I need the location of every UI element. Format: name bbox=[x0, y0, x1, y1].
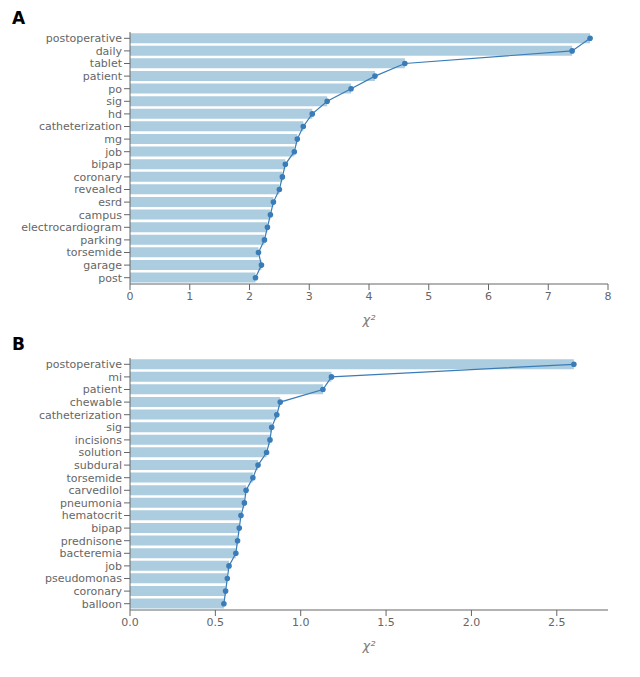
svg-text:7: 7 bbox=[545, 290, 552, 303]
svg-text:torsemide: torsemide bbox=[66, 472, 122, 485]
svg-text:sig: sig bbox=[106, 421, 122, 434]
svg-text:bipap: bipap bbox=[91, 522, 122, 535]
svg-text:hd: hd bbox=[108, 108, 122, 121]
svg-text:mi: mi bbox=[108, 371, 122, 384]
svg-text:job: job bbox=[104, 560, 122, 573]
svg-text:2.5: 2.5 bbox=[548, 616, 566, 629]
svg-text:postoperative: postoperative bbox=[46, 32, 122, 45]
svg-text:esrd: esrd bbox=[98, 196, 122, 209]
svg-text:0.5: 0.5 bbox=[207, 616, 225, 629]
svg-text:tablet: tablet bbox=[90, 57, 123, 70]
svg-text:incisions: incisions bbox=[75, 434, 123, 447]
svg-text:electrocardiogram: electrocardiogram bbox=[21, 221, 122, 234]
svg-text:1: 1 bbox=[186, 290, 193, 303]
svg-text:4: 4 bbox=[366, 290, 373, 303]
svg-text:1.5: 1.5 bbox=[377, 616, 395, 629]
svg-text:pseudomonas: pseudomonas bbox=[45, 572, 122, 585]
svg-text:0: 0 bbox=[127, 290, 134, 303]
svg-text:post: post bbox=[98, 272, 122, 285]
svg-text:sig: sig bbox=[106, 95, 122, 108]
svg-text:daily: daily bbox=[96, 45, 123, 58]
svg-text:2: 2 bbox=[246, 290, 253, 303]
svg-text:parking: parking bbox=[80, 234, 122, 247]
svg-text:job: job bbox=[104, 146, 122, 159]
svg-text:postoperative: postoperative bbox=[46, 358, 122, 371]
svg-text:0.0: 0.0 bbox=[121, 616, 139, 629]
svg-text:pneumonia: pneumonia bbox=[60, 497, 122, 510]
svg-text:subdural: subdural bbox=[74, 459, 122, 472]
svg-text:solution: solution bbox=[78, 446, 122, 459]
svg-text:χ²: χ² bbox=[362, 638, 376, 653]
svg-text:mg: mg bbox=[104, 133, 122, 146]
svg-text:chewable: chewable bbox=[70, 396, 123, 409]
svg-text:catheterization: catheterization bbox=[39, 120, 122, 133]
svg-text:bipap: bipap bbox=[91, 158, 122, 171]
svg-text:patient: patient bbox=[83, 70, 123, 83]
svg-text:po: po bbox=[108, 83, 122, 96]
svg-text:revealed: revealed bbox=[74, 183, 122, 196]
svg-text:χ²: χ² bbox=[362, 312, 376, 327]
svg-text:carvedilol: carvedilol bbox=[69, 484, 122, 497]
svg-text:catheterization: catheterization bbox=[39, 409, 122, 422]
svg-text:bacteremia: bacteremia bbox=[60, 547, 122, 560]
svg-text:coronary: coronary bbox=[73, 171, 122, 184]
svg-text:balloon: balloon bbox=[82, 598, 122, 611]
svg-text:8: 8 bbox=[605, 290, 612, 303]
svg-text:3: 3 bbox=[306, 290, 313, 303]
svg-text:garage: garage bbox=[83, 259, 122, 272]
svg-text:5: 5 bbox=[425, 290, 432, 303]
svg-text:1.0: 1.0 bbox=[292, 616, 310, 629]
svg-text:hematocrit: hematocrit bbox=[62, 509, 123, 522]
svg-text:coronary: coronary bbox=[73, 585, 122, 598]
svg-text:torsemide: torsemide bbox=[66, 246, 122, 259]
html-text:B: B bbox=[12, 334, 25, 354]
svg-text:2.0: 2.0 bbox=[463, 616, 481, 629]
svg-text:prednisone: prednisone bbox=[61, 535, 122, 548]
svg-text:patient: patient bbox=[83, 383, 123, 396]
svg-text:campus: campus bbox=[79, 209, 122, 222]
svg-text:6: 6 bbox=[485, 290, 492, 303]
html-text:A: A bbox=[12, 8, 26, 28]
